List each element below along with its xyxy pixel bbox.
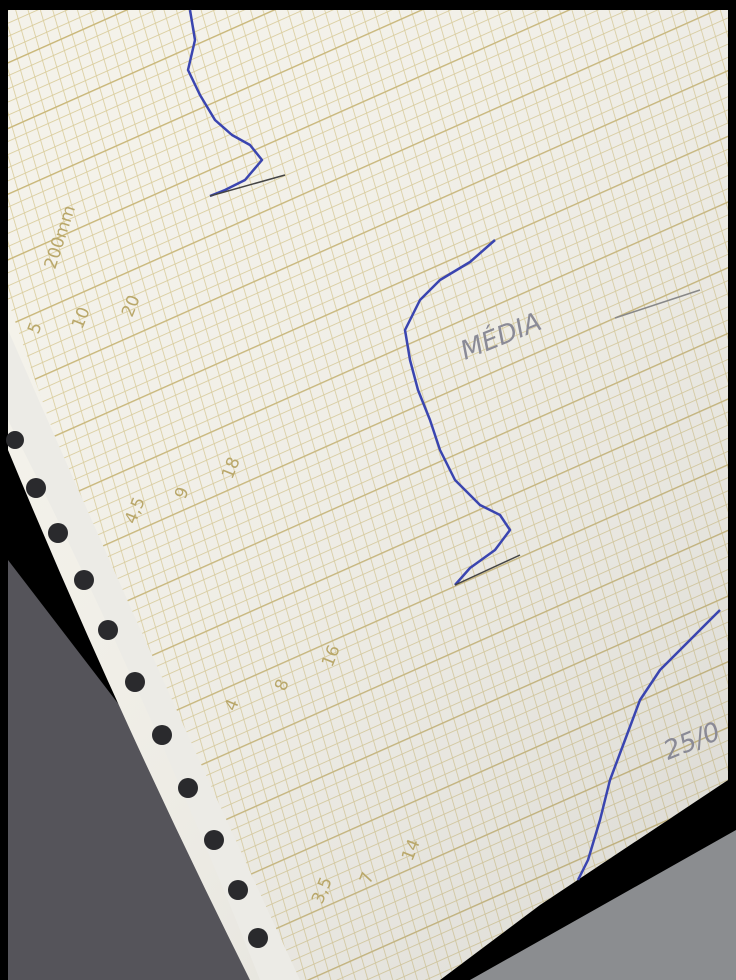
- handwriting-stroke: [614, 289, 701, 319]
- perforations: [6, 431, 268, 948]
- table-edge: [470, 830, 736, 980]
- pen-traces: [186, 9, 721, 881]
